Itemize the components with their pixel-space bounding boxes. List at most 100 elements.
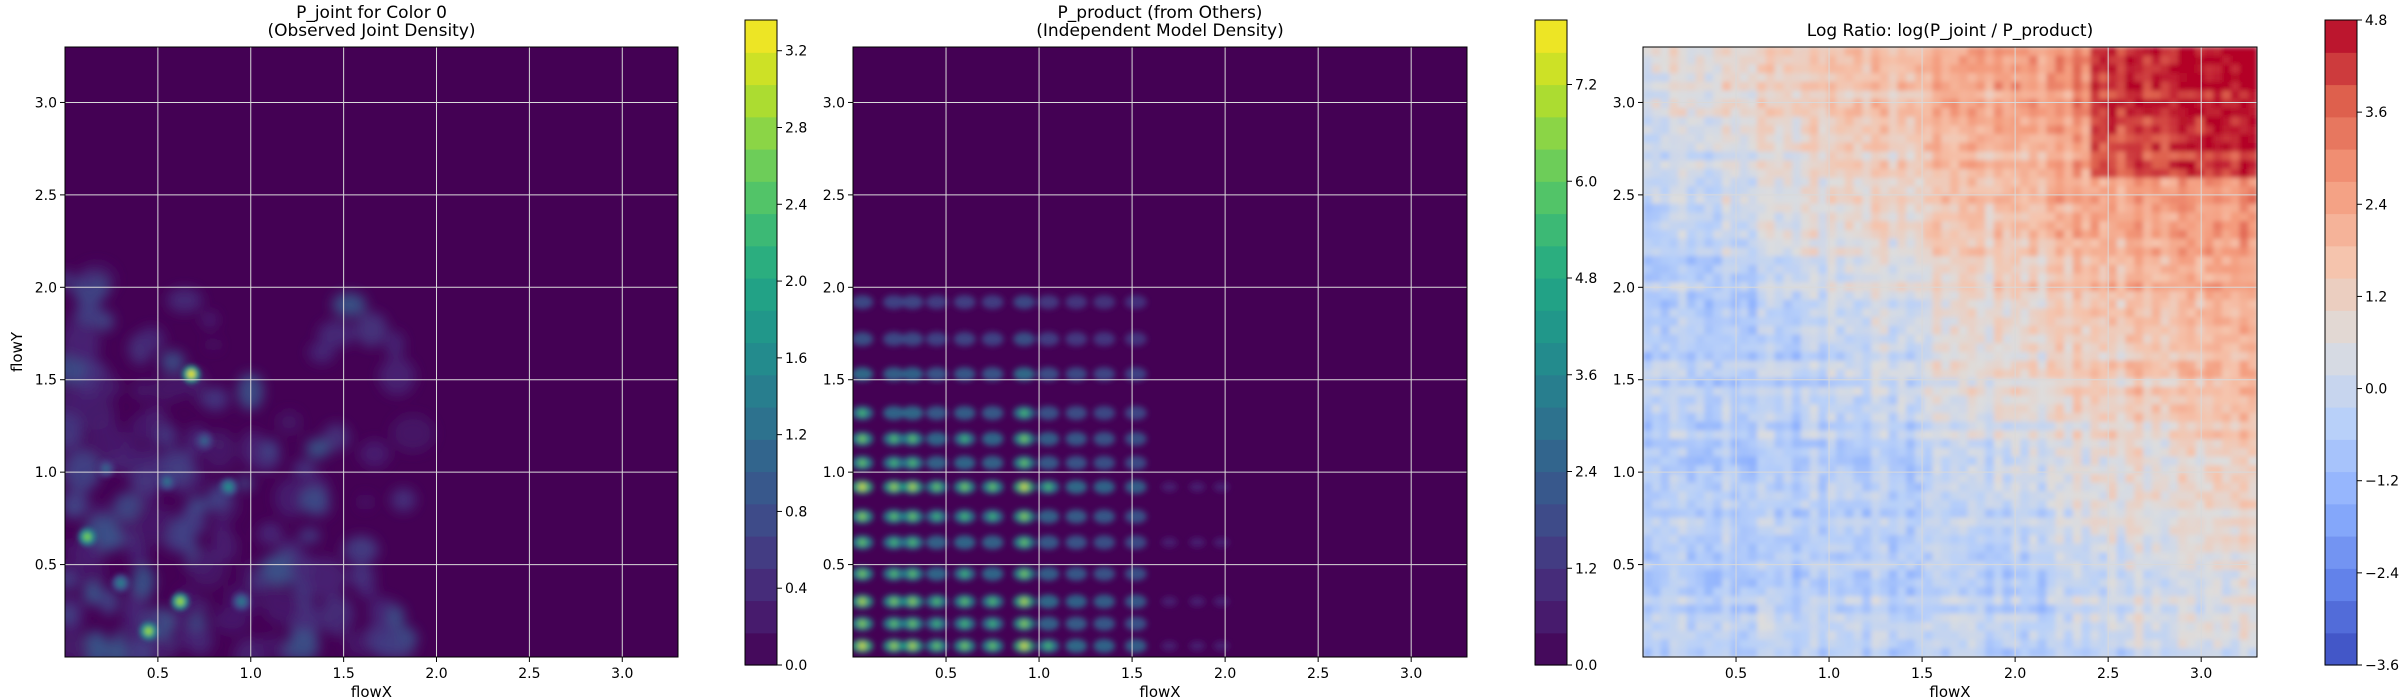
ratio-cell (1739, 291, 1749, 301)
ratio-cell (2116, 447, 2127, 458)
ratio-cell (1862, 64, 1872, 74)
ratio-cell (1730, 343, 1741, 353)
ratio-cell (2204, 325, 2214, 336)
ratio-cell (1835, 308, 1846, 318)
colorbar-tick-label: 7.2 (1575, 78, 1597, 94)
ratio-cell (2099, 317, 2109, 327)
ratio-cell (1800, 238, 1811, 249)
ratio-cell (1906, 230, 1916, 240)
ratio-cell (1941, 55, 1951, 66)
ratio-cell (2142, 569, 2153, 580)
density-peak (200, 436, 209, 445)
ratio-cell (1976, 474, 1986, 484)
ratio-cell (1660, 273, 1670, 283)
ratio-cell (2178, 195, 2188, 205)
ratio-cell (1783, 552, 1793, 562)
ratio-cell (1643, 151, 1653, 161)
ratio-cell (2002, 456, 2012, 466)
ratio-cell (1774, 395, 1784, 405)
ratio-cell (2046, 264, 2056, 275)
ratio-cell (1950, 90, 1960, 100)
ratio-cell (1800, 413, 1811, 423)
ratio-cell (1888, 552, 1898, 562)
ratio-cell (1721, 116, 1732, 127)
ratio-cell (1721, 552, 1732, 562)
ratio-cell (2248, 482, 2257, 493)
ratio-cell (1757, 55, 1767, 66)
ratio-cell (1827, 447, 1837, 458)
ratio-cell (1985, 203, 1995, 214)
ratio-cell (1958, 430, 1969, 440)
ratio-cell (1695, 465, 1705, 475)
ratio-cell (2028, 404, 2039, 414)
ratio-cell (1713, 134, 1723, 144)
ratio-cell (1985, 552, 1995, 562)
density-peak (237, 597, 246, 606)
ratio-cell (1923, 203, 1934, 214)
ratio-cell (2204, 55, 2214, 66)
ratio-cell (1888, 482, 1898, 493)
ratio-cell (1686, 99, 1697, 109)
ratio-cell (2020, 47, 2030, 57)
ratio-cell (1897, 543, 1907, 554)
ratio-cell (2081, 343, 2091, 353)
ratio-cell (1932, 47, 1942, 57)
density-blob (163, 522, 193, 553)
ratio-cell (2046, 430, 2056, 440)
ratio-cell (2046, 500, 2056, 510)
ratio-cell (1660, 517, 1670, 527)
ratio-cell (1888, 587, 1898, 597)
ratio-cell (1713, 291, 1723, 301)
ratio-cell (2055, 578, 2065, 588)
ratio-cell (1809, 169, 1820, 179)
ratio-cell (2099, 221, 2109, 231)
ratio-cell (1923, 151, 1934, 161)
ratio-cell (2028, 134, 2039, 144)
ratio-cell (1721, 291, 1732, 301)
ratio-cell (1721, 99, 1732, 109)
ratio-cell (2046, 81, 2056, 92)
ratio-cell (1730, 474, 1741, 484)
ratio-cell (2221, 552, 2232, 562)
ratio-cell (2116, 256, 2127, 266)
ratio-cell (1941, 108, 1951, 118)
ratio-cell (1914, 108, 1925, 118)
ratio-cell (2239, 99, 2249, 109)
ratio-cell (1704, 404, 1714, 414)
ratio-cell (2160, 421, 2170, 432)
ratio-cell (1950, 73, 1960, 83)
ratio-cell (2169, 421, 2179, 432)
ratio-cell (1809, 108, 1820, 118)
ratio-cell (1765, 47, 1776, 57)
ratio-cell (1835, 439, 1846, 449)
ratio-cell (2195, 247, 2205, 257)
ratio-cell (1827, 125, 1837, 135)
ratio-cell (1792, 195, 1802, 205)
ratio-cell (1827, 247, 1837, 257)
ratio-cell (1853, 360, 1863, 371)
ratio-cell (2002, 169, 2012, 179)
ratio-cell (1985, 343, 1995, 353)
ratio-cell (1906, 177, 1916, 188)
ratio-cell (2213, 508, 2223, 519)
ratio-cell (1958, 212, 1969, 222)
ratio-cell (2028, 264, 2039, 275)
ratio-cell (1958, 134, 1969, 144)
ratio-cell (1774, 299, 1784, 310)
product-blob (953, 406, 976, 420)
ratio-cell (2230, 552, 2241, 562)
ratio-cell (1669, 291, 1679, 301)
ratio-cell (2055, 439, 2065, 449)
ratio-cell (2248, 578, 2257, 588)
ratio-cell (1678, 308, 1688, 318)
ratio-cell (1669, 543, 1679, 554)
ratio-cell (2107, 587, 2118, 597)
ratio-cell (1958, 160, 1969, 170)
ratio-cell (1923, 378, 1934, 388)
ratio-cell (1739, 500, 1749, 510)
ratio-cell (2099, 456, 2109, 466)
ratio-cell (2020, 238, 2030, 249)
ratio-cell (1818, 160, 1828, 170)
ratio-cell (1993, 256, 2004, 266)
ratio-cell (2230, 535, 2241, 545)
